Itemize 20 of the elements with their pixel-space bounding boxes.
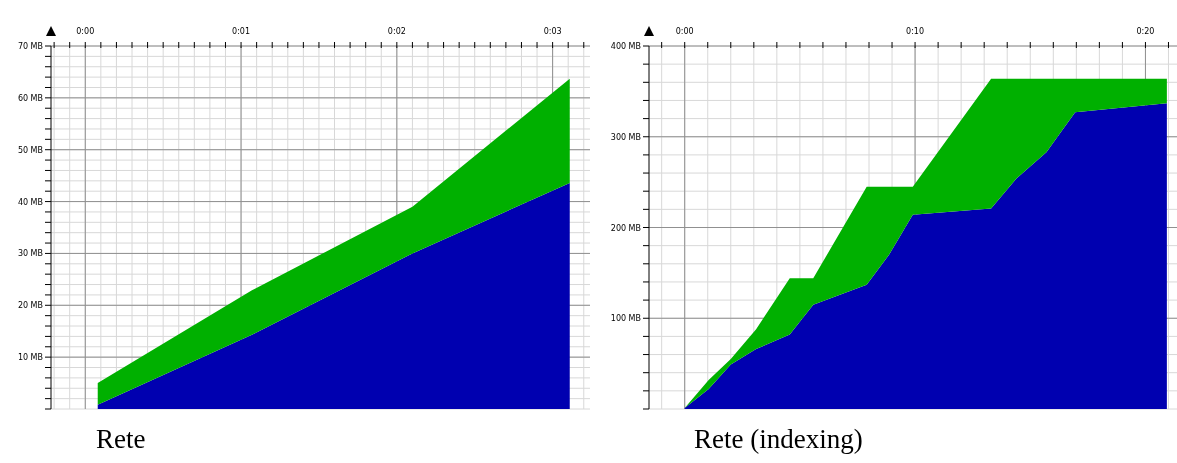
y-tick-label: 40 MB (17, 197, 43, 207)
x-tick-label: 0:20 (1136, 27, 1155, 36)
x-tick-label: 0:00 (76, 27, 95, 36)
y-tick-label: 30 MB (17, 249, 43, 259)
x-tick-label: 0:02 (387, 27, 406, 36)
text: Rete (96, 424, 146, 455)
y-tick-label: 10 MB (17, 353, 43, 363)
y-tick-label: 300 MB (610, 132, 641, 142)
x-tick-label: 0:10 (906, 27, 925, 36)
y-tick-label: 70 MB (17, 42, 43, 51)
y-tick-label: 60 MB (17, 93, 43, 103)
text: Rete (indexing) (694, 424, 863, 455)
y-tick-label: 100 MB (610, 314, 641, 324)
x-tick-label: 0:01 (232, 27, 251, 36)
y-tick-label: 50 MB (17, 145, 43, 155)
y-tick-label: 20 MB (17, 301, 43, 311)
x-tick-label: 0:03 (543, 27, 562, 36)
x-tick-label: 0:00 (675, 27, 694, 36)
y-tick-label: 200 MB (610, 223, 641, 233)
y-tick-label: 400 MB (610, 42, 641, 51)
